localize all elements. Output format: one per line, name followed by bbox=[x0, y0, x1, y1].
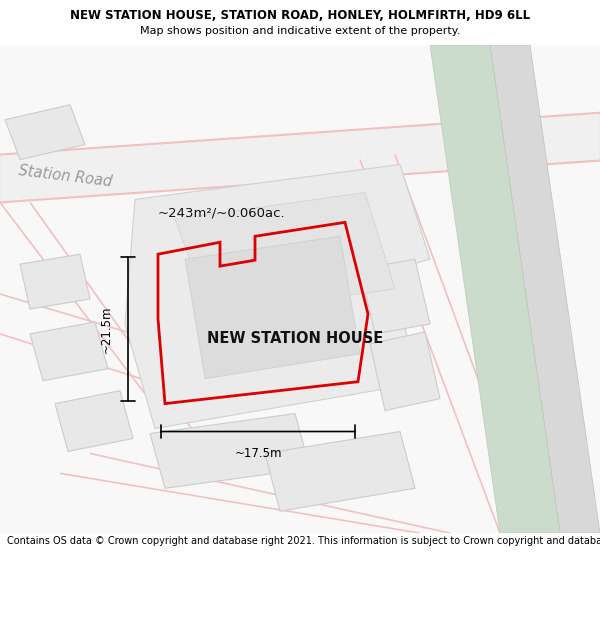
Polygon shape bbox=[20, 254, 90, 309]
Text: ~21.5m: ~21.5m bbox=[100, 305, 113, 352]
Polygon shape bbox=[30, 322, 108, 381]
Text: ~17.5m: ~17.5m bbox=[234, 447, 282, 460]
Text: ~243m²/~0.060ac.: ~243m²/~0.060ac. bbox=[158, 206, 286, 219]
Polygon shape bbox=[490, 45, 600, 533]
Text: Contains OS data © Crown copyright and database right 2021. This information is : Contains OS data © Crown copyright and d… bbox=[7, 536, 600, 546]
Text: NEW STATION HOUSE, STATION ROAD, HONLEY, HOLMFIRTH, HD9 6LL: NEW STATION HOUSE, STATION ROAD, HONLEY,… bbox=[70, 9, 530, 22]
Polygon shape bbox=[265, 431, 415, 511]
Polygon shape bbox=[150, 414, 310, 488]
Polygon shape bbox=[360, 259, 430, 334]
Polygon shape bbox=[430, 45, 560, 533]
Polygon shape bbox=[0, 112, 600, 202]
Polygon shape bbox=[55, 391, 133, 451]
Text: NEW STATION HOUSE: NEW STATION HOUSE bbox=[207, 331, 383, 346]
Polygon shape bbox=[185, 236, 360, 379]
Polygon shape bbox=[370, 332, 440, 411]
Polygon shape bbox=[5, 105, 85, 159]
Text: Map shows position and indicative extent of the property.: Map shows position and indicative extent… bbox=[140, 26, 460, 36]
Polygon shape bbox=[125, 164, 430, 429]
Text: Station Road: Station Road bbox=[18, 163, 113, 189]
Polygon shape bbox=[175, 192, 395, 314]
